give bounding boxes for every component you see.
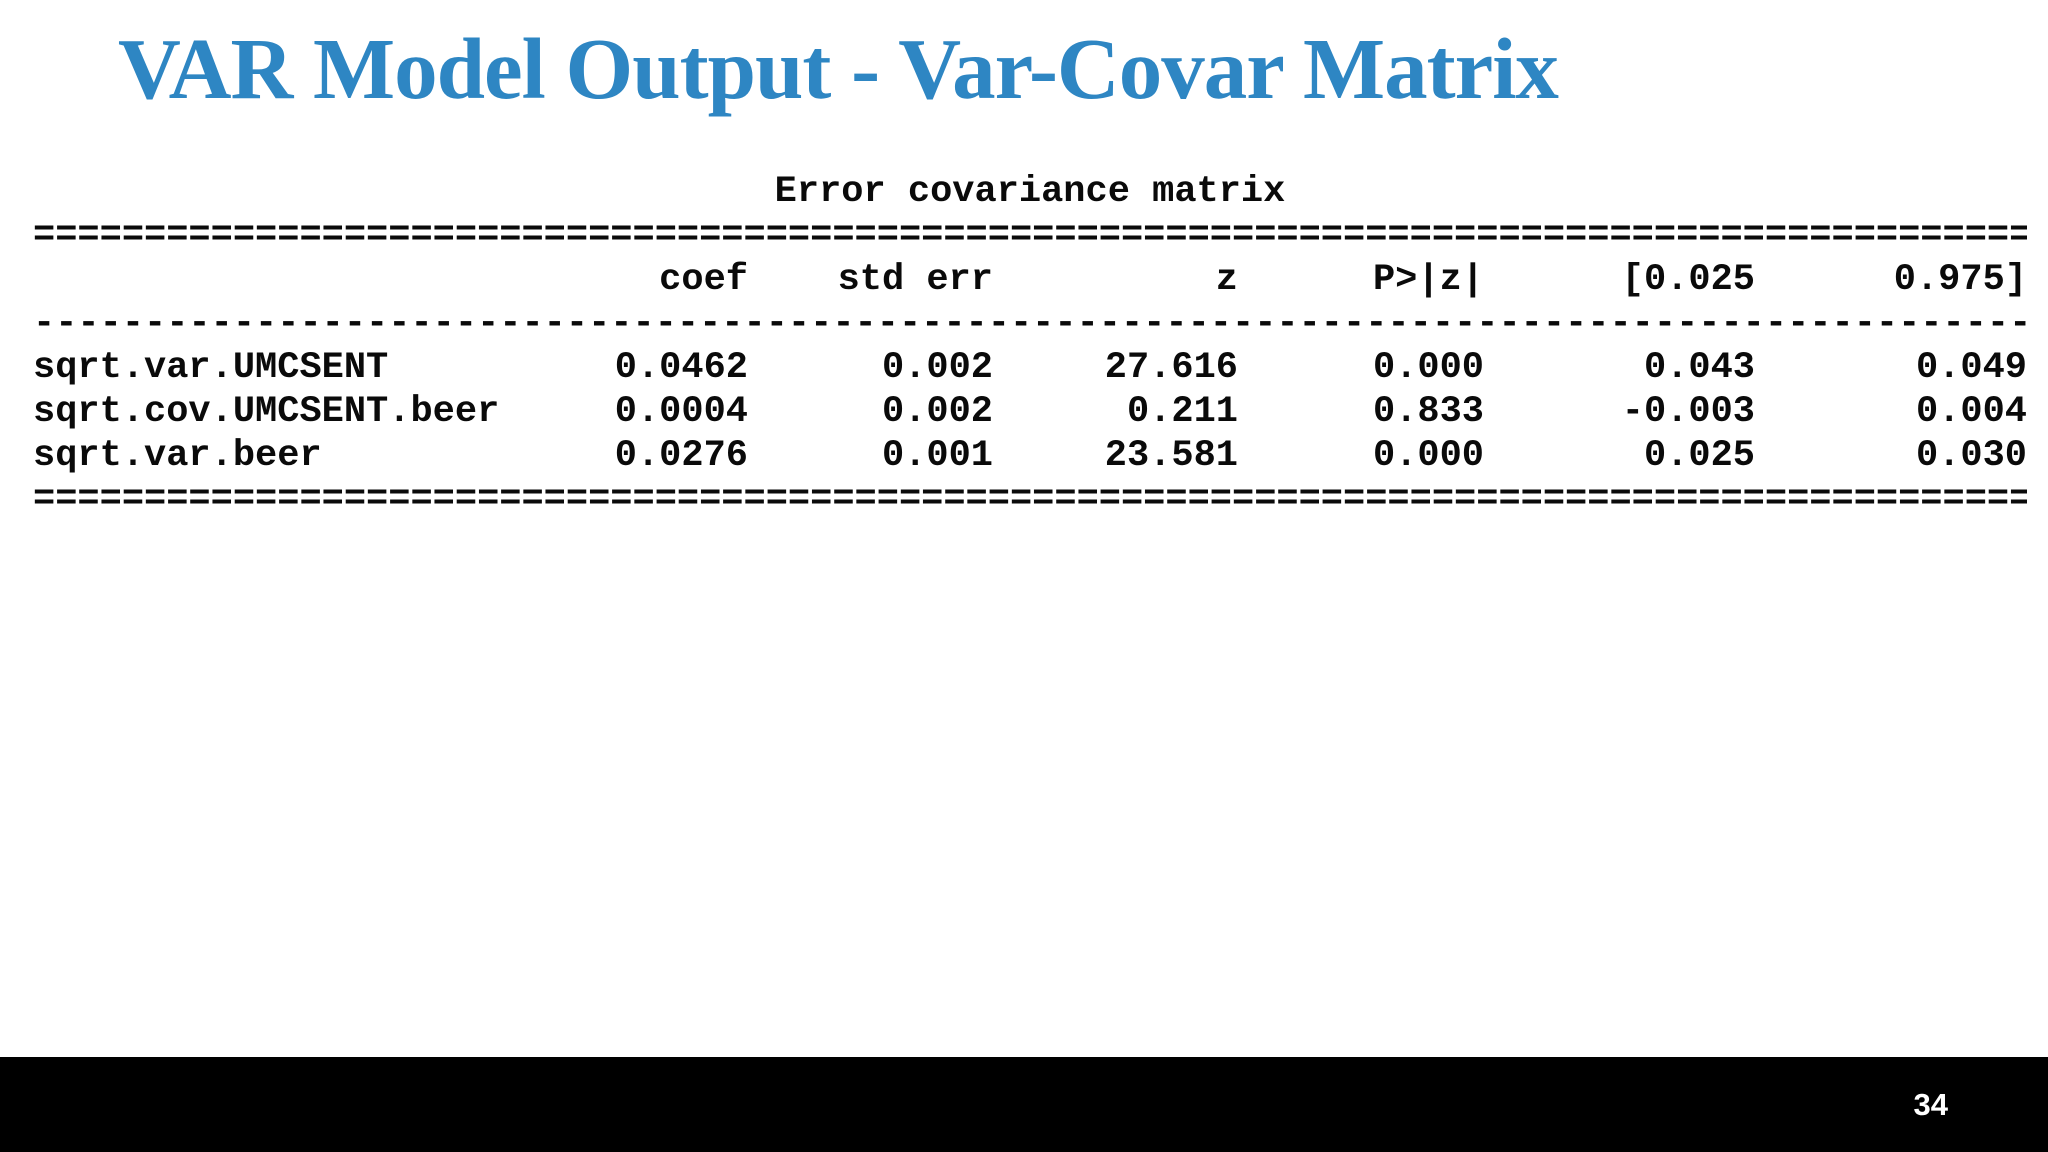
table-row: sqrt.cov.UMCSENT.beer 0.0004 0.002 0.211…: [33, 390, 2027, 434]
row-label: sqrt.cov.UMCSENT.beer: [33, 391, 500, 433]
table-rule-mid: ----------------------------------------…: [33, 303, 2027, 345]
cell-ci-upper: 0.049: [1915, 347, 2027, 389]
header-p-value: P>|z|: [1372, 259, 1484, 301]
slide-title: VAR Model Output - Var-Covar Matrix: [118, 20, 1559, 117]
table-row: sqrt.var.beer 0.0276 0.001 23.581 0.000 …: [33, 434, 2027, 478]
cell-std-err: 0.002: [881, 347, 993, 389]
page-number: 34: [1913, 1086, 1948, 1122]
table-header-row: coef std err z P>|z| [0.025 0.975]: [33, 258, 2027, 302]
cell-z: 0.211: [1126, 391, 1238, 433]
cell-coef: 0.0004: [614, 391, 748, 433]
cell-ci-upper: 0.030: [1915, 435, 2027, 477]
footer-bar: 34: [0, 1057, 2048, 1152]
cell-ci-lower: 0.043: [1643, 347, 1755, 389]
row-label: sqrt.var.UMCSENT: [33, 347, 389, 389]
cell-coef: 0.0462: [614, 347, 748, 389]
table-rule-top: ========================================…: [33, 215, 2027, 257]
header-std-err: std err: [837, 259, 993, 301]
header-ci-upper: 0.975]: [1893, 259, 2027, 301]
row-label: sqrt.var.beer: [33, 435, 322, 477]
header-z: z: [1215, 259, 1238, 301]
table-row: sqrt.var.UMCSENT 0.0462 0.002 27.616 0.0…: [33, 346, 2027, 390]
table-caption: Error covariance matrix: [774, 171, 1286, 213]
cell-std-err: 0.001: [881, 435, 993, 477]
header-coef: coef: [659, 259, 748, 301]
cell-ci-upper: 0.004: [1915, 391, 2027, 433]
cell-p-value: 0.833: [1372, 391, 1484, 433]
cell-p-value: 0.000: [1372, 435, 1484, 477]
cell-std-err: 0.002: [881, 391, 993, 433]
cell-p-value: 0.000: [1372, 347, 1484, 389]
table-rule-bottom: ========================================…: [33, 479, 2027, 521]
cell-ci-lower: 0.025: [1643, 435, 1755, 477]
header-ci-lower: [0.025: [1621, 259, 1755, 301]
cell-z: 27.616: [1104, 347, 1238, 389]
cell-coef: 0.0276: [614, 435, 748, 477]
cell-ci-lower: -0.003: [1621, 391, 1755, 433]
error-covariance-table: Error covariance matrix ================…: [33, 170, 2027, 522]
header-spacer: [33, 258, 563, 302]
cell-z: 23.581: [1104, 435, 1238, 477]
